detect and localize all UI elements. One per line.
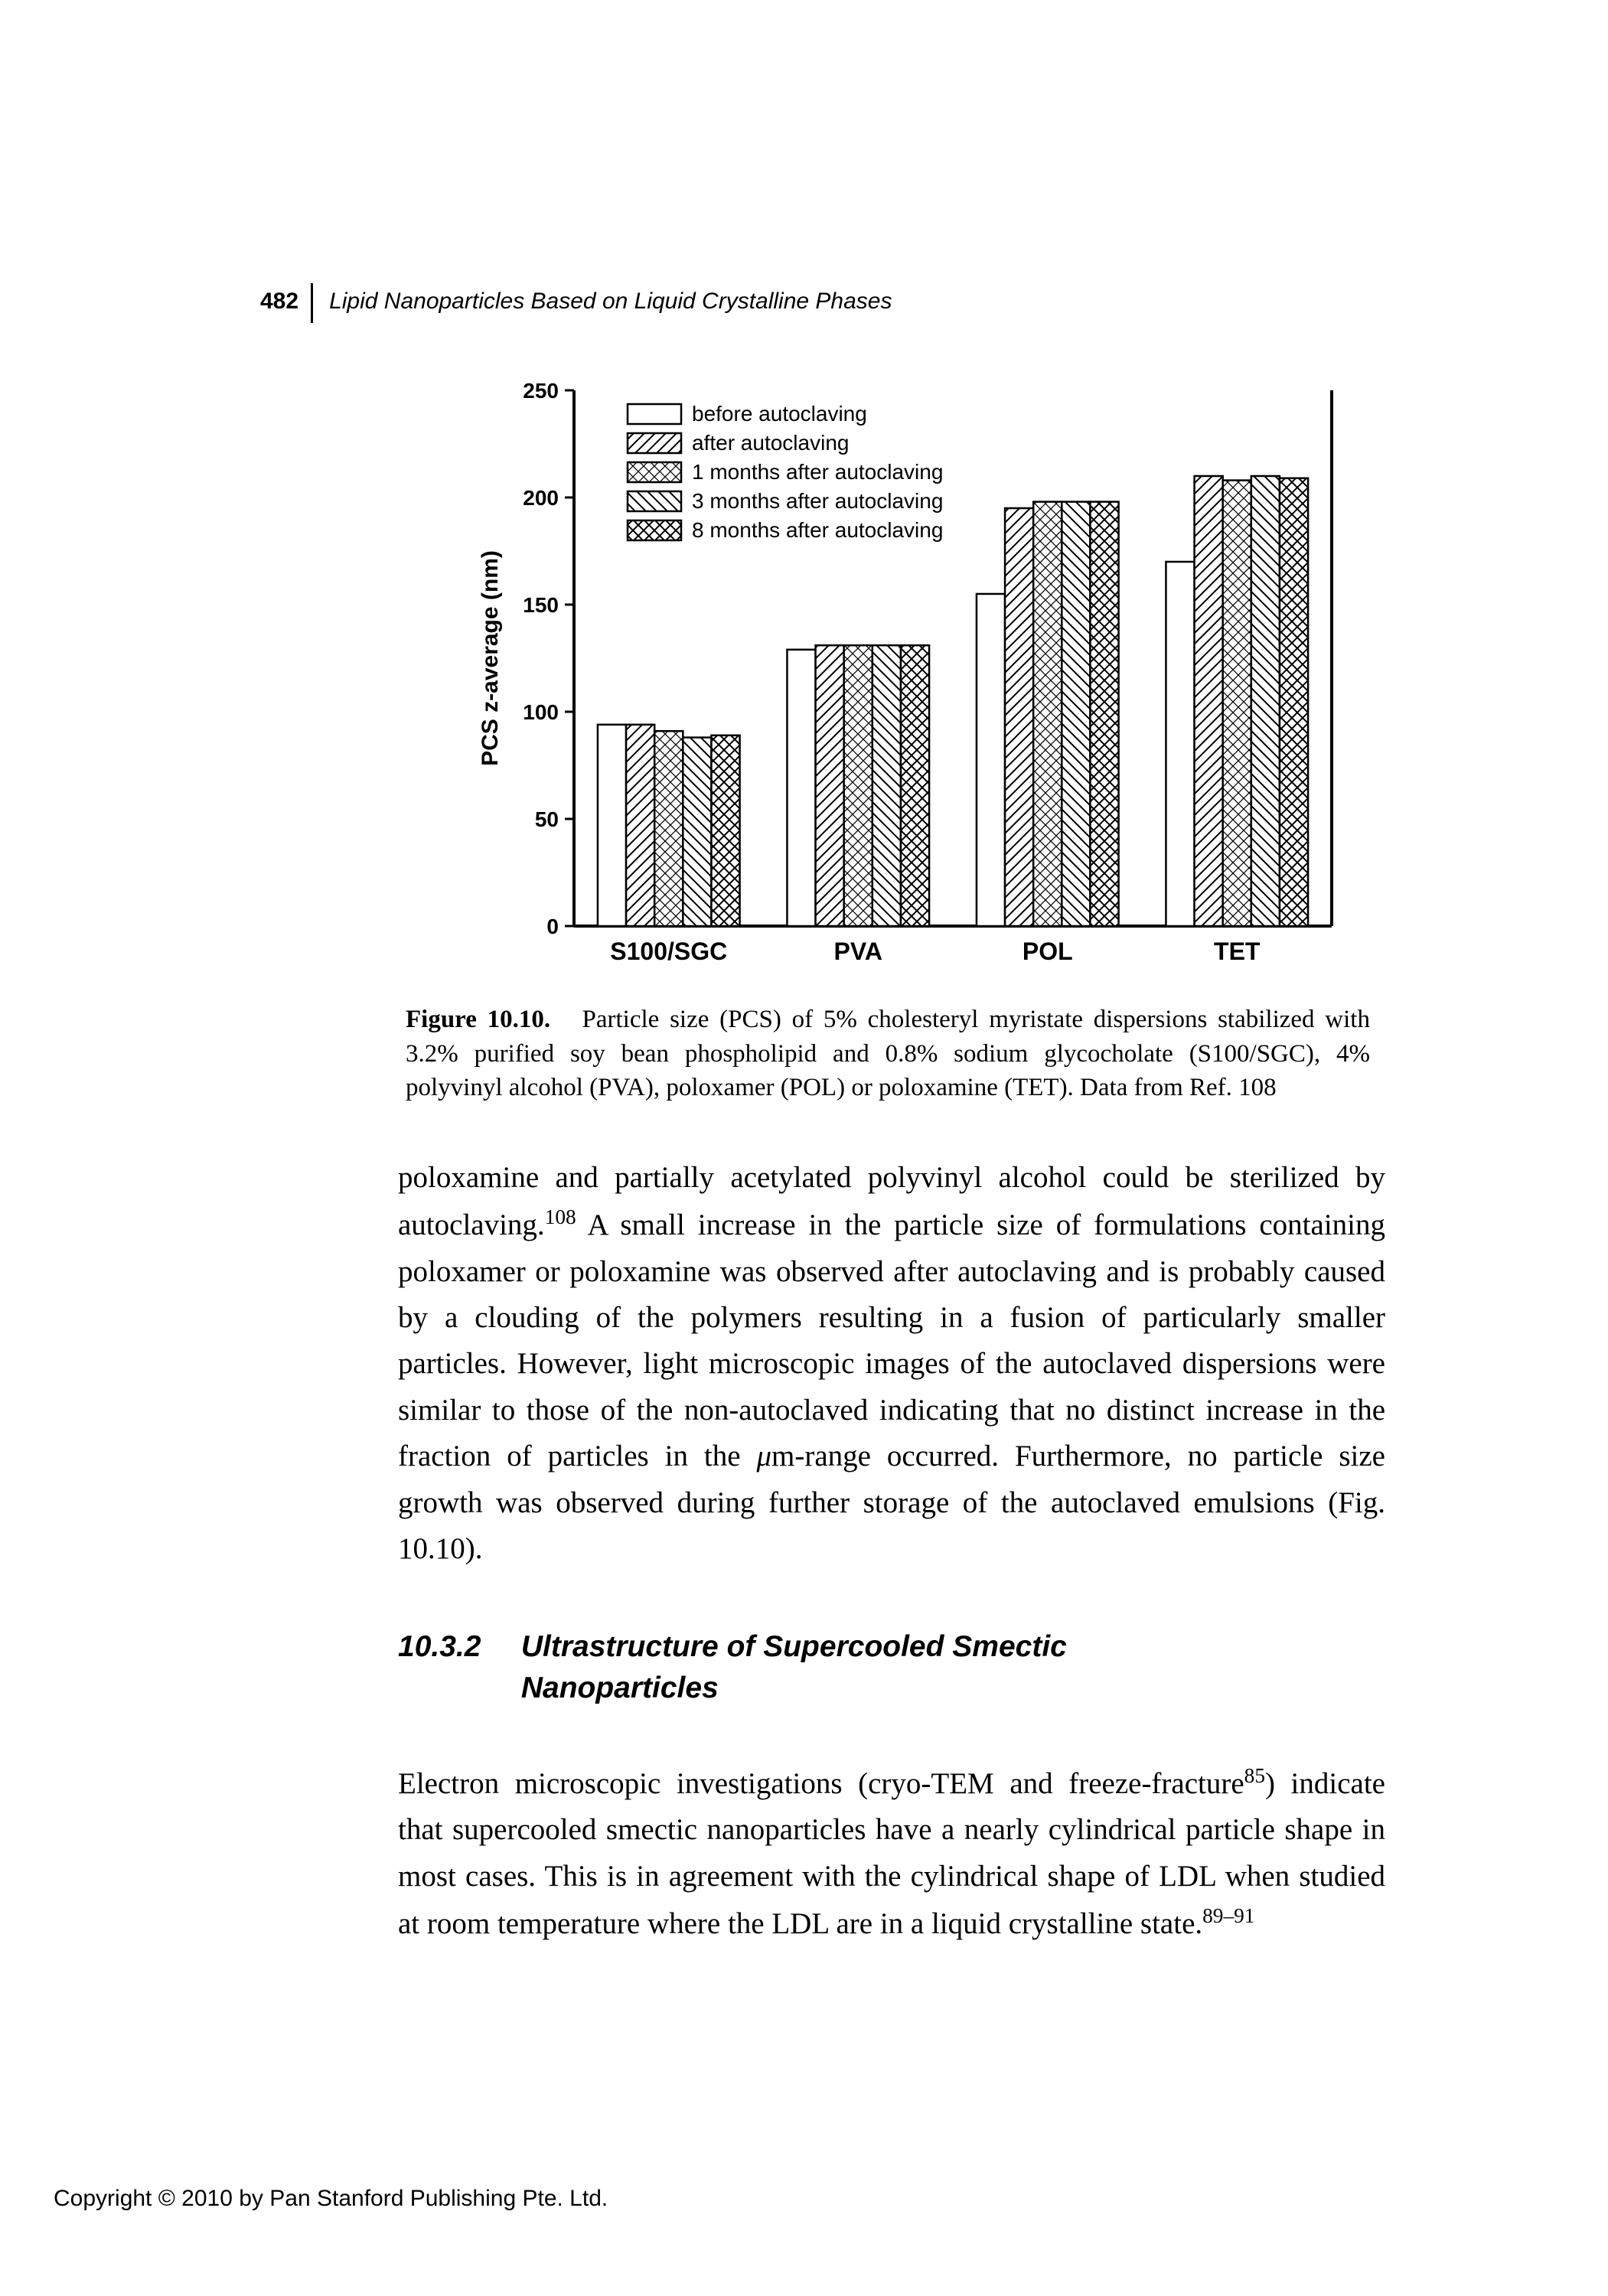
body-text-run: A small increase in the particle size of…	[398, 1208, 1385, 1473]
svg-text:S100/SGC: S100/SGC	[610, 938, 727, 965]
caption-text: Particle size (PCS) of 5% cholesteryl my…	[406, 1006, 1370, 1101]
page-number: 482	[260, 289, 298, 314]
svg-text:PCS z-average (nm): PCS z-average (nm)	[478, 550, 503, 766]
superscript-ref: 85	[1244, 1764, 1265, 1787]
section-number: 10.3.2	[398, 1626, 513, 1668]
section-title-line: Nanoparticles	[521, 1671, 719, 1704]
header-separator	[311, 283, 313, 323]
superscript-ref: 89–91	[1202, 1904, 1254, 1927]
svg-text:250: 250	[523, 379, 559, 403]
svg-text:8 months after autoclaving: 8 months after autoclaving	[692, 518, 943, 542]
page: 482 Lipid Nanoparticles Based on Liquid …	[0, 0, 1608, 2296]
running-head: 482 Lipid Nanoparticles Based on Liquid …	[260, 283, 892, 323]
caption-label: Figure 10.10.	[406, 1006, 550, 1033]
section-heading: 10.3.2 Ultrastructure of Supercooled Sme…	[398, 1626, 1385, 1710]
svg-text:0: 0	[546, 915, 559, 938]
section-title-line: Ultrastructure of Supercooled Smectic	[521, 1630, 1067, 1663]
copyright-notice: Copyright © 2010 by Pan Stanford Publish…	[54, 2186, 608, 2212]
mu-glyph: μ	[756, 1440, 771, 1473]
svg-text:after autoclaving: after autoclaving	[692, 431, 849, 455]
svg-text:3 months after autoclaving: 3 months after autoclaving	[692, 489, 943, 513]
running-title: Lipid Nanoparticles Based on Liquid Crys…	[329, 289, 892, 314]
body-text-run: Electron microscopic investigations (cry…	[398, 1767, 1244, 1800]
svg-text:200: 200	[523, 486, 559, 510]
svg-text:50: 50	[535, 807, 559, 831]
body-paragraph-1: poloxamine and partially acetylated poly…	[398, 1155, 1385, 1573]
svg-text:100: 100	[523, 700, 559, 724]
svg-text:TET: TET	[1214, 938, 1261, 965]
svg-text:POL: POL	[1023, 938, 1073, 965]
svg-text:150: 150	[523, 593, 559, 617]
bar-chart: 0 50 100 150 200 250 PCS z-average (nm) S100/SG…	[467, 375, 1355, 980]
svg-text:1 months after autoclaving: 1 months after autoclaving	[692, 460, 943, 484]
superscript-ref: 108	[545, 1205, 576, 1228]
svg-text:before autoclaving: before autoclaving	[692, 402, 867, 426]
svg-text:PVA: PVA	[834, 938, 882, 965]
figure-caption: Figure 10.10. Particle size (PCS) of 5% …	[406, 1003, 1370, 1105]
figure-block: 0 50 100 150 200 250 PCS z-average (nm) S100/SG…	[406, 375, 1401, 1105]
body-paragraph-2: Electron microscopic investigations (cry…	[398, 1760, 1385, 1948]
